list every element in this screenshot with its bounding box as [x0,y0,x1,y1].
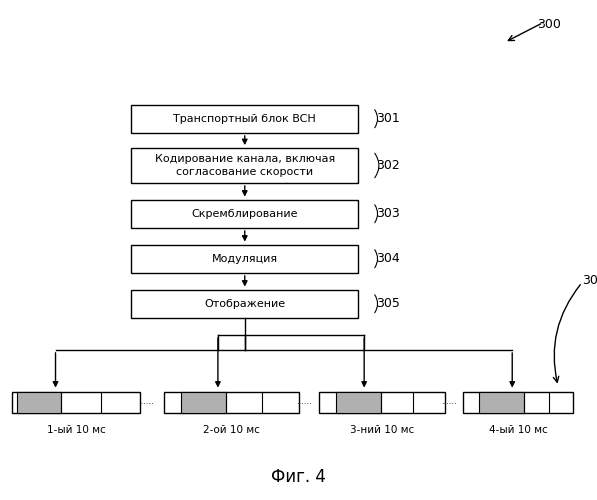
Text: 306: 306 [582,274,597,286]
Text: 303: 303 [376,207,400,220]
Text: 1-ый 10 мс: 1-ый 10 мс [47,425,106,435]
Bar [131,200,358,228]
Bar [319,392,445,412]
Text: 304: 304 [376,252,400,265]
Bar [131,148,358,182]
Text: 300: 300 [537,18,561,30]
Text: ......: ...... [441,398,457,406]
Text: Фиг. 4: Фиг. 4 [271,468,326,486]
Bar [131,105,358,132]
Text: 3-ний 10 мс: 3-ний 10 мс [350,425,414,435]
Text: 305: 305 [376,297,400,310]
Bar [164,392,298,412]
Text: ......: ...... [139,398,154,406]
Text: ......: ...... [297,398,312,406]
Bar [479,392,524,412]
Bar [463,392,573,412]
Text: Скремблирование: Скремблирование [192,209,298,219]
Bar [17,392,61,412]
Bar [336,392,381,412]
Bar [181,392,226,412]
Bar [131,245,358,272]
Bar [12,392,140,412]
Text: 301: 301 [376,112,400,125]
Text: Модуляция: Модуляция [212,254,278,264]
Text: Отображение: Отображение [204,298,285,308]
Text: Кодирование канала, включая
согласование скорости: Кодирование канала, включая согласование… [155,154,335,176]
Text: 302: 302 [376,159,400,172]
Text: 2-ой 10 мс: 2-ой 10 мс [203,425,260,435]
Text: Транспортный блок BCH: Транспортный блок BCH [173,114,316,124]
Bar [131,290,358,318]
Text: 4-ый 10 мс: 4-ый 10 мс [488,425,547,435]
